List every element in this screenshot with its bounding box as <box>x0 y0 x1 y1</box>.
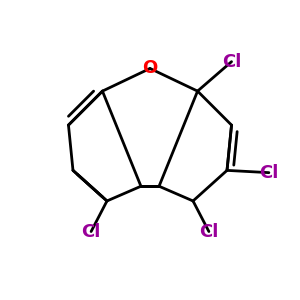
Text: Cl: Cl <box>81 223 101 241</box>
Text: O: O <box>142 59 158 77</box>
Text: Cl: Cl <box>222 53 241 71</box>
Text: Cl: Cl <box>199 223 219 241</box>
Text: Cl: Cl <box>259 164 279 181</box>
